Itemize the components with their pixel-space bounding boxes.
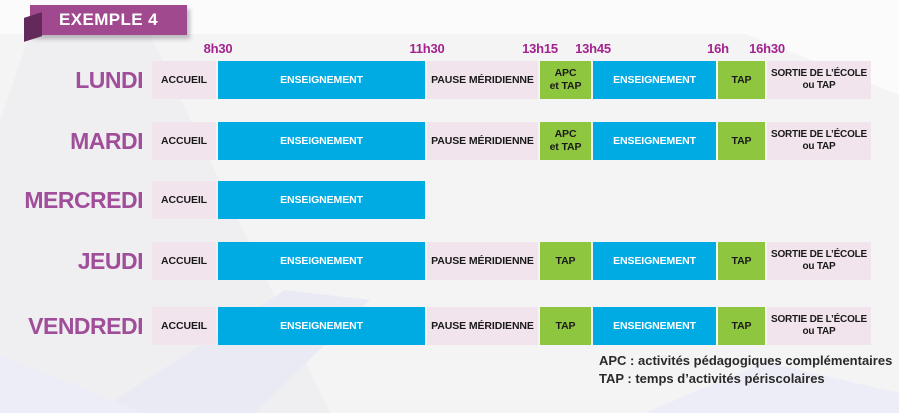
block-enseignement-matin: ENSEIGNEMENT [218, 307, 425, 345]
block-sortie: SORTIE DE L’ÉCOLE ou TAP [767, 61, 871, 99]
block-accueil: ACCUEIL [152, 61, 216, 99]
day-label-jeudi: JEUDI [77, 247, 144, 274]
block-tap: TAP [718, 307, 765, 345]
block-sortie: SORTIE DE L’ÉCOLE ou TAP [767, 307, 871, 345]
day-label-vendredi: VENDREDI [28, 312, 143, 339]
row-vendredi: ACCUEIL ENSEIGNEMENT PAUSE MÉRIDIENNE TAP EN… [152, 307, 871, 345]
row-lundi: ACCUEIL ENSEIGNEMENT PAUSE MÉRIDIENNE APC e… [152, 61, 871, 99]
exemple-badge: EXEMPLE 4 [30, 5, 187, 35]
row-jeudi: ACCUEIL ENSEIGNEMENT PAUSE MÉRIDIENNE TAP EN… [152, 242, 871, 280]
block-accueil: ACCUEIL [152, 307, 216, 345]
block-pause-meridienne: PAUSE MÉRIDIENNE [427, 61, 538, 99]
time-label-13h15: 13h15 [522, 41, 558, 56]
time-label-13h45: 13h45 [575, 41, 611, 56]
day-label-lundi: LUNDI [75, 66, 143, 93]
exemple-badge-label: EXEMPLE 4 [58, 10, 159, 29]
block-sortie: SORTIE DE L’ÉCOLE ou TAP [767, 122, 871, 160]
day-label-mercredi: MERCREDI [24, 186, 143, 213]
block-apc-et-tap: APC et TAP [540, 61, 591, 99]
block-tap: TAP [718, 242, 765, 280]
block-enseignement-matin: ENSEIGNEMENT [218, 61, 425, 99]
legend: APC : activités pédagogiques complémenta… [599, 352, 892, 387]
block-sortie: SORTIE DE L’ÉCOLE ou TAP [767, 242, 871, 280]
block-enseignement-apres-midi: ENSEIGNEMENT [593, 307, 716, 345]
block-apc-et-tap: APC et TAP [540, 122, 591, 160]
block-accueil: ACCUEIL [152, 242, 216, 280]
block-pause-meridienne: PAUSE MÉRIDIENNE [427, 307, 538, 345]
block-enseignement-matin: ENSEIGNEMENT [218, 122, 425, 160]
block-enseignement-apres-midi: ENSEIGNEMENT [593, 61, 716, 99]
block-enseignement-apres-midi: ENSEIGNEMENT [593, 242, 716, 280]
legend-tap: TAP : temps d’activités périscolaires [599, 370, 825, 386]
legend-apc: APC : activités pédagogiques complémenta… [599, 353, 893, 368]
block-pause-meridienne: PAUSE MÉRIDIENNE [427, 242, 538, 280]
block-enseignement-matin: ENSEIGNEMENT [218, 181, 425, 219]
block-accueil: ACCUEIL [152, 181, 216, 219]
block-tap-midi: TAP [540, 307, 591, 345]
block-tap: TAP [718, 61, 765, 99]
row-mardi: ACCUEIL ENSEIGNEMENT PAUSE MÉRIDIENNE APC e… [152, 122, 871, 160]
block-enseignement-matin: ENSEIGNEMENT [218, 242, 425, 280]
block-accueil: ACCUEIL [152, 122, 216, 160]
row-mercredi: ACCUEIL ENSEIGNEMENT [152, 181, 425, 219]
block-pause-meridienne: PAUSE MÉRIDIENNE [427, 122, 538, 160]
block-tap-midi: TAP [540, 242, 591, 280]
block-enseignement-apres-midi: ENSEIGNEMENT [593, 122, 716, 160]
block-tap: TAP [718, 122, 765, 160]
time-label-11h30: 11h30 [409, 41, 445, 56]
day-label-mardi: MARDI [70, 127, 143, 154]
